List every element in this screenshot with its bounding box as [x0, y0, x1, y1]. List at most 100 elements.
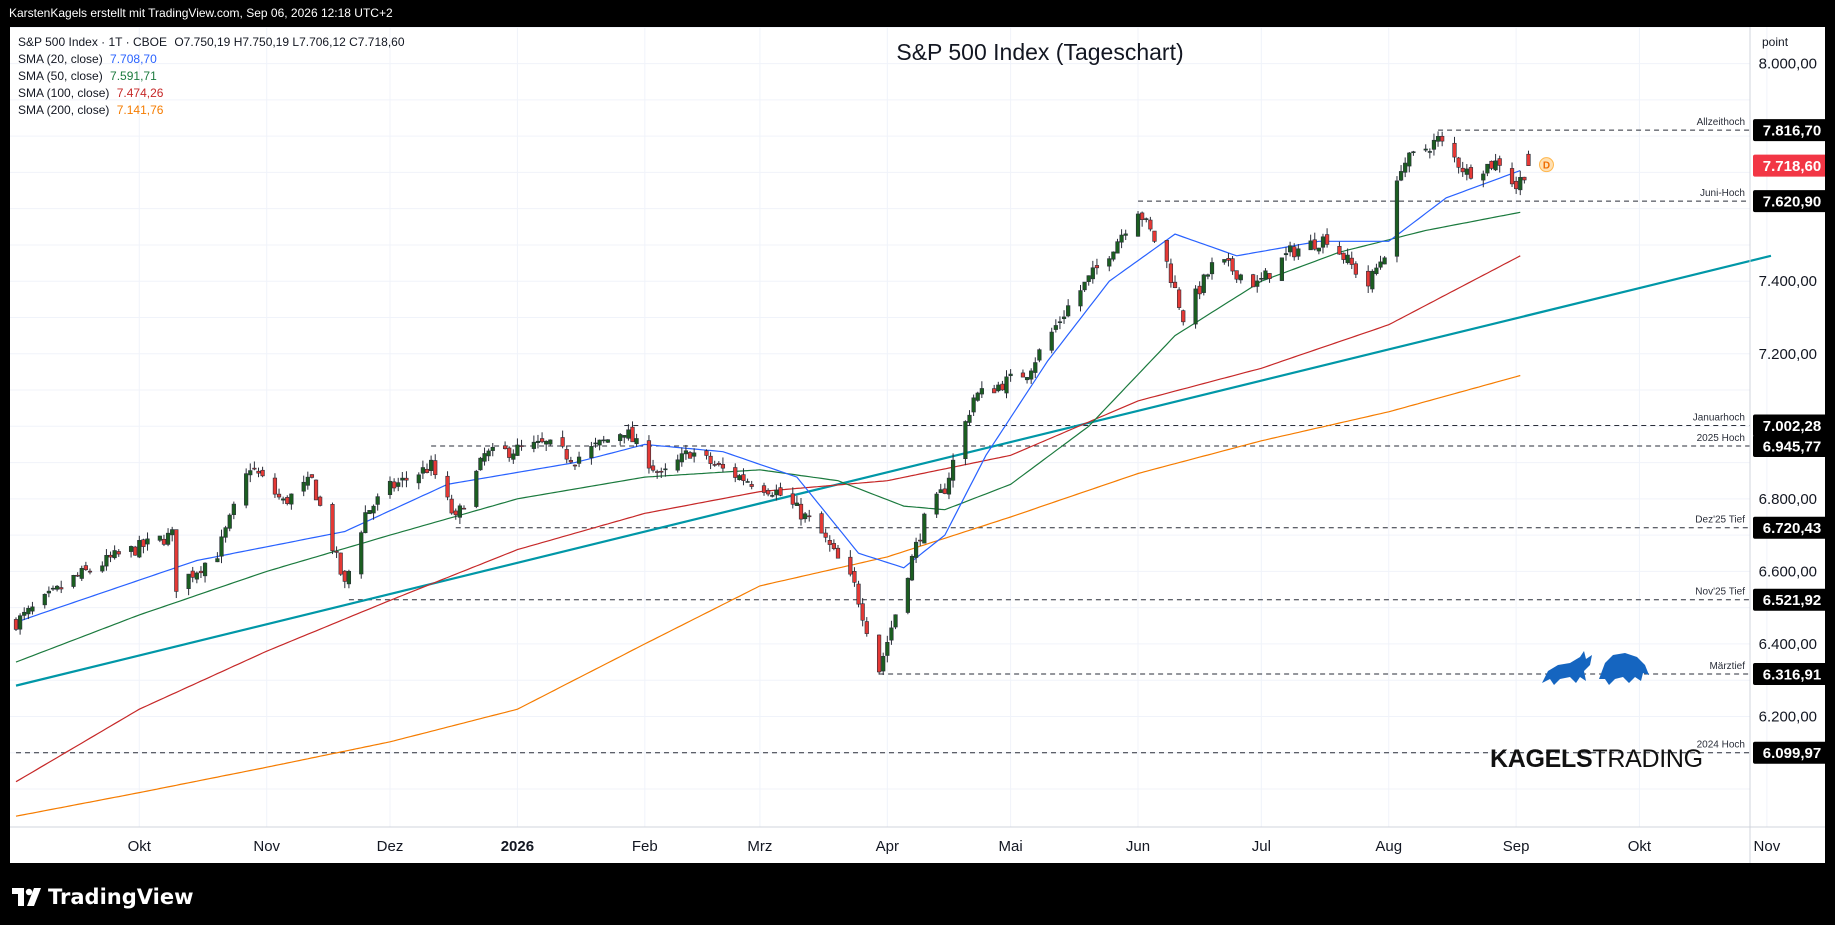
- candle[interactable]: [1324, 228, 1330, 248]
- candle[interactable]: [478, 456, 483, 471]
- candle[interactable]: [1382, 256, 1387, 265]
- candle[interactable]: [59, 580, 64, 594]
- candle[interactable]: [346, 569, 352, 589]
- candle[interactable]: [515, 438, 520, 456]
- candle[interactable]: [819, 511, 824, 534]
- candle[interactable]: [1061, 310, 1067, 324]
- candle[interactable]: [749, 480, 754, 490]
- candle[interactable]: [202, 562, 208, 583]
- candle[interactable]: [885, 635, 890, 663]
- candle[interactable]: [889, 620, 894, 645]
- candle[interactable]: [622, 435, 627, 444]
- candle[interactable]: [1292, 243, 1297, 261]
- tradingview-logo[interactable]: TradingView: [12, 885, 193, 909]
- candle[interactable]: [1456, 156, 1461, 174]
- candle[interactable]: [1209, 257, 1215, 280]
- candle[interactable]: [1452, 136, 1457, 163]
- candle[interactable]: [145, 532, 150, 551]
- candle[interactable]: [1370, 269, 1375, 293]
- candle[interactable]: [165, 528, 171, 547]
- candle[interactable]: [87, 568, 93, 575]
- candle[interactable]: [1037, 348, 1042, 363]
- candle[interactable]: [1435, 131, 1441, 147]
- candle[interactable]: [420, 460, 425, 479]
- candle[interactable]: [75, 572, 80, 577]
- candle[interactable]: [1004, 370, 1009, 399]
- candle[interactable]: [1489, 160, 1494, 171]
- candle[interactable]: [502, 441, 508, 450]
- candle[interactable]: [375, 493, 380, 511]
- candle[interactable]: [979, 381, 984, 398]
- candle[interactable]: [22, 607, 27, 621]
- candle[interactable]: [1201, 273, 1206, 296]
- candle[interactable]: [1308, 234, 1313, 251]
- candle[interactable]: [1374, 263, 1379, 276]
- candle[interactable]: [219, 529, 224, 564]
- candle[interactable]: [244, 468, 249, 509]
- candle[interactable]: [687, 451, 693, 459]
- candle[interactable]: [934, 492, 939, 518]
- candle[interactable]: [116, 549, 121, 557]
- candle[interactable]: [1197, 281, 1202, 300]
- candle[interactable]: [634, 433, 639, 447]
- candle[interactable]: [371, 504, 376, 520]
- candle[interactable]: [1526, 150, 1531, 166]
- candle[interactable]: [157, 535, 162, 543]
- candle[interactable]: [1222, 259, 1227, 265]
- candle[interactable]: [1148, 216, 1153, 232]
- candle[interactable]: [1468, 164, 1474, 180]
- candle[interactable]: [42, 593, 47, 609]
- candle[interactable]: [1509, 162, 1515, 187]
- candle[interactable]: [807, 509, 812, 522]
- candle[interactable]: [18, 613, 23, 635]
- candle[interactable]: [876, 634, 882, 675]
- candle[interactable]: [745, 478, 750, 483]
- candle[interactable]: [893, 614, 898, 630]
- candle[interactable]: [778, 482, 783, 497]
- candle[interactable]: [1279, 257, 1284, 281]
- candle[interactable]: [770, 492, 775, 498]
- candle[interactable]: [334, 546, 339, 559]
- candle[interactable]: [1403, 157, 1408, 178]
- candle[interactable]: [83, 561, 88, 571]
- candle[interactable]: [1029, 368, 1034, 384]
- candle[interactable]: [1288, 241, 1293, 257]
- candle[interactable]: [363, 505, 368, 534]
- candle[interactable]: [1378, 255, 1383, 270]
- candle[interactable]: [46, 586, 51, 598]
- candle[interactable]: [568, 456, 573, 464]
- candle[interactable]: [572, 464, 578, 470]
- candle[interactable]: [490, 442, 495, 457]
- candle[interactable]: [223, 525, 228, 543]
- candle[interactable]: [564, 445, 569, 464]
- candle[interactable]: [794, 495, 799, 506]
- candle[interactable]: [1172, 275, 1178, 289]
- candle[interactable]: [1090, 260, 1095, 284]
- candle[interactable]: [601, 435, 606, 444]
- candle[interactable]: [231, 501, 236, 520]
- candle[interactable]: [659, 467, 664, 478]
- candle[interactable]: [938, 483, 943, 493]
- candle[interactable]: [774, 484, 779, 501]
- candle[interactable]: [1094, 258, 1100, 275]
- candle[interactable]: [1107, 256, 1112, 272]
- candle[interactable]: [256, 467, 261, 478]
- candle[interactable]: [852, 567, 857, 587]
- candle[interactable]: [429, 455, 434, 476]
- candle[interactable]: [593, 437, 598, 448]
- candle[interactable]: [560, 430, 565, 449]
- dividend-marker[interactable]: [1538, 157, 1554, 173]
- candle[interactable]: [248, 463, 253, 483]
- candle[interactable]: [1049, 327, 1054, 354]
- candle[interactable]: [1518, 170, 1523, 196]
- candle[interactable]: [1020, 369, 1026, 378]
- candle[interactable]: [737, 473, 742, 481]
- candle[interactable]: [1226, 252, 1231, 267]
- candle[interactable]: [174, 529, 179, 599]
- candle[interactable]: [1259, 272, 1264, 283]
- candle[interactable]: [392, 478, 397, 492]
- candle[interactable]: [26, 605, 31, 620]
- candle[interactable]: [301, 475, 306, 497]
- candle[interactable]: [1168, 258, 1174, 288]
- candle[interactable]: [100, 561, 105, 573]
